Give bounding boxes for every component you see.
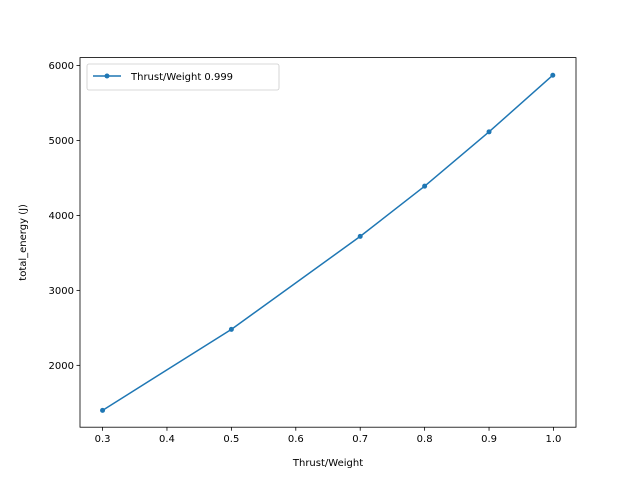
y-tick-label: 2000	[49, 361, 74, 372]
x-tick-label: 0.8	[417, 434, 433, 445]
x-axis-label: Thrust/Weight	[292, 458, 363, 469]
y-tick-label: 5000	[49, 136, 74, 147]
y-axis-label: total_energy (J)	[18, 204, 29, 281]
data-point	[357, 233, 363, 239]
data-point	[422, 183, 428, 189]
plot-area	[80, 57, 576, 428]
data-point	[228, 326, 234, 332]
y-tick-label: 6000	[49, 61, 74, 72]
x-tick-label: 0.9	[481, 434, 497, 445]
data-point	[550, 72, 556, 78]
y-tick-label: 3000	[49, 286, 74, 297]
legend: Thrust/Weight 0.999	[86, 63, 280, 91]
x-tick-label: 0.4	[159, 434, 175, 445]
series-line	[102, 74, 554, 411]
ticks-layer: 0.3 0.4 0.5 0.6 0.7 0.8 0.9 1.0 2000 3000 4000 5000…	[49, 61, 562, 445]
plot-frame	[79, 57, 577, 428]
x-tick-label: 0.3	[95, 434, 111, 445]
data-point	[486, 129, 492, 135]
x-tick-label: 0.6	[288, 434, 304, 445]
x-tick-label: 0.5	[223, 434, 239, 445]
x-tick-label: 0.7	[352, 434, 368, 445]
legend-entry-label: Thrust/Weight 0.999	[130, 72, 233, 83]
y-tick-label: 4000	[49, 211, 74, 222]
x-tick-label: 1.0	[546, 434, 562, 445]
series-layer	[100, 72, 556, 413]
legend-marker-swatch	[104, 73, 110, 79]
data-point	[100, 407, 106, 413]
legend-box	[86, 63, 280, 91]
